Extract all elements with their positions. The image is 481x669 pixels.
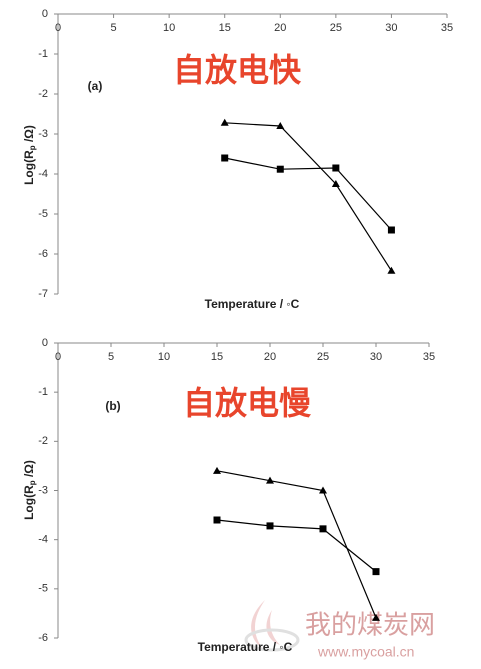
y-tick-label: -5	[38, 583, 48, 595]
marker	[213, 466, 221, 474]
marker	[266, 476, 274, 484]
x-tick-label: 25	[330, 22, 342, 34]
y-tick-label: -7	[38, 288, 48, 300]
x-tick-label: 0	[55, 22, 61, 34]
y-axis-label: Log(Rp /Ω)	[22, 460, 37, 520]
x-tick-label: 35	[441, 22, 453, 34]
y-tick-label: -6	[38, 248, 48, 260]
annotation: 自放电快	[173, 51, 302, 89]
x-tick-label: 10	[158, 351, 170, 363]
marker	[213, 516, 221, 524]
marker	[276, 165, 284, 173]
x-axis-label: Temperature / ◦C	[205, 297, 300, 311]
marker	[331, 180, 340, 187]
x-tick-label: 20	[264, 351, 276, 363]
line	[216, 470, 377, 619]
y-tick-label: 0	[42, 337, 48, 349]
x-tick-label: 0	[55, 351, 61, 363]
y-axis-label: Log(Rp /Ω)	[22, 125, 37, 185]
marker	[276, 122, 285, 129]
y-tick-label: -3	[38, 128, 48, 140]
y-axis-label-sub: p	[28, 145, 37, 150]
marker	[332, 164, 340, 172]
y-axis-label-end: /Ω)	[22, 125, 36, 145]
marker	[220, 118, 229, 126]
marker	[387, 226, 395, 234]
y-tick-label: -2	[38, 88, 48, 100]
y-tick-label: -4	[38, 534, 48, 546]
x-tick-label: 5	[111, 22, 117, 34]
y-tick-label: -6	[38, 632, 48, 644]
y-axis-label-sub: p	[28, 480, 37, 485]
y-axis-label-end: /Ω)	[22, 460, 36, 480]
x-axis-label: Temperature / ◦C	[198, 640, 293, 654]
x-tick-label: 30	[370, 351, 382, 363]
marker	[372, 613, 380, 621]
line	[224, 157, 392, 231]
x-tick-label: 15	[219, 22, 231, 34]
y-axis-label-main: Log(R	[22, 485, 36, 520]
x-tick-label: 20	[274, 22, 286, 34]
watermark-url: www.mycoal.cn	[317, 644, 414, 660]
marker	[319, 525, 327, 533]
y-tick-label: 0	[42, 8, 48, 20]
marker	[221, 154, 229, 162]
marker	[372, 568, 380, 576]
line	[224, 122, 392, 272]
annotation: 自放电慢	[183, 384, 312, 422]
x-tick-label: 30	[385, 22, 397, 34]
marker	[266, 522, 274, 530]
x-tick-label: 15	[211, 351, 223, 363]
y-tick-label: -5	[38, 208, 48, 220]
marker	[319, 486, 327, 494]
y-tick-label: -1	[38, 48, 48, 60]
y-tick-label: -3	[38, 484, 48, 496]
y-tick-label: -2	[38, 435, 48, 447]
line	[216, 519, 377, 573]
x-tick-label: 10	[163, 22, 175, 34]
marker	[387, 266, 396, 274]
y-axis-label-main: Log(R	[22, 150, 36, 185]
watermark-icon	[244, 600, 300, 652]
y-tick-label: -4	[38, 168, 48, 180]
panel-label: (a)	[88, 79, 103, 93]
panel-label: (b)	[105, 399, 120, 413]
y-tick-label: -1	[38, 386, 48, 398]
watermark-name: 我的煤炭网	[305, 611, 435, 641]
x-tick-label: 25	[317, 351, 329, 363]
x-tick-label: 35	[423, 351, 435, 363]
x-tick-label: 5	[108, 351, 114, 363]
